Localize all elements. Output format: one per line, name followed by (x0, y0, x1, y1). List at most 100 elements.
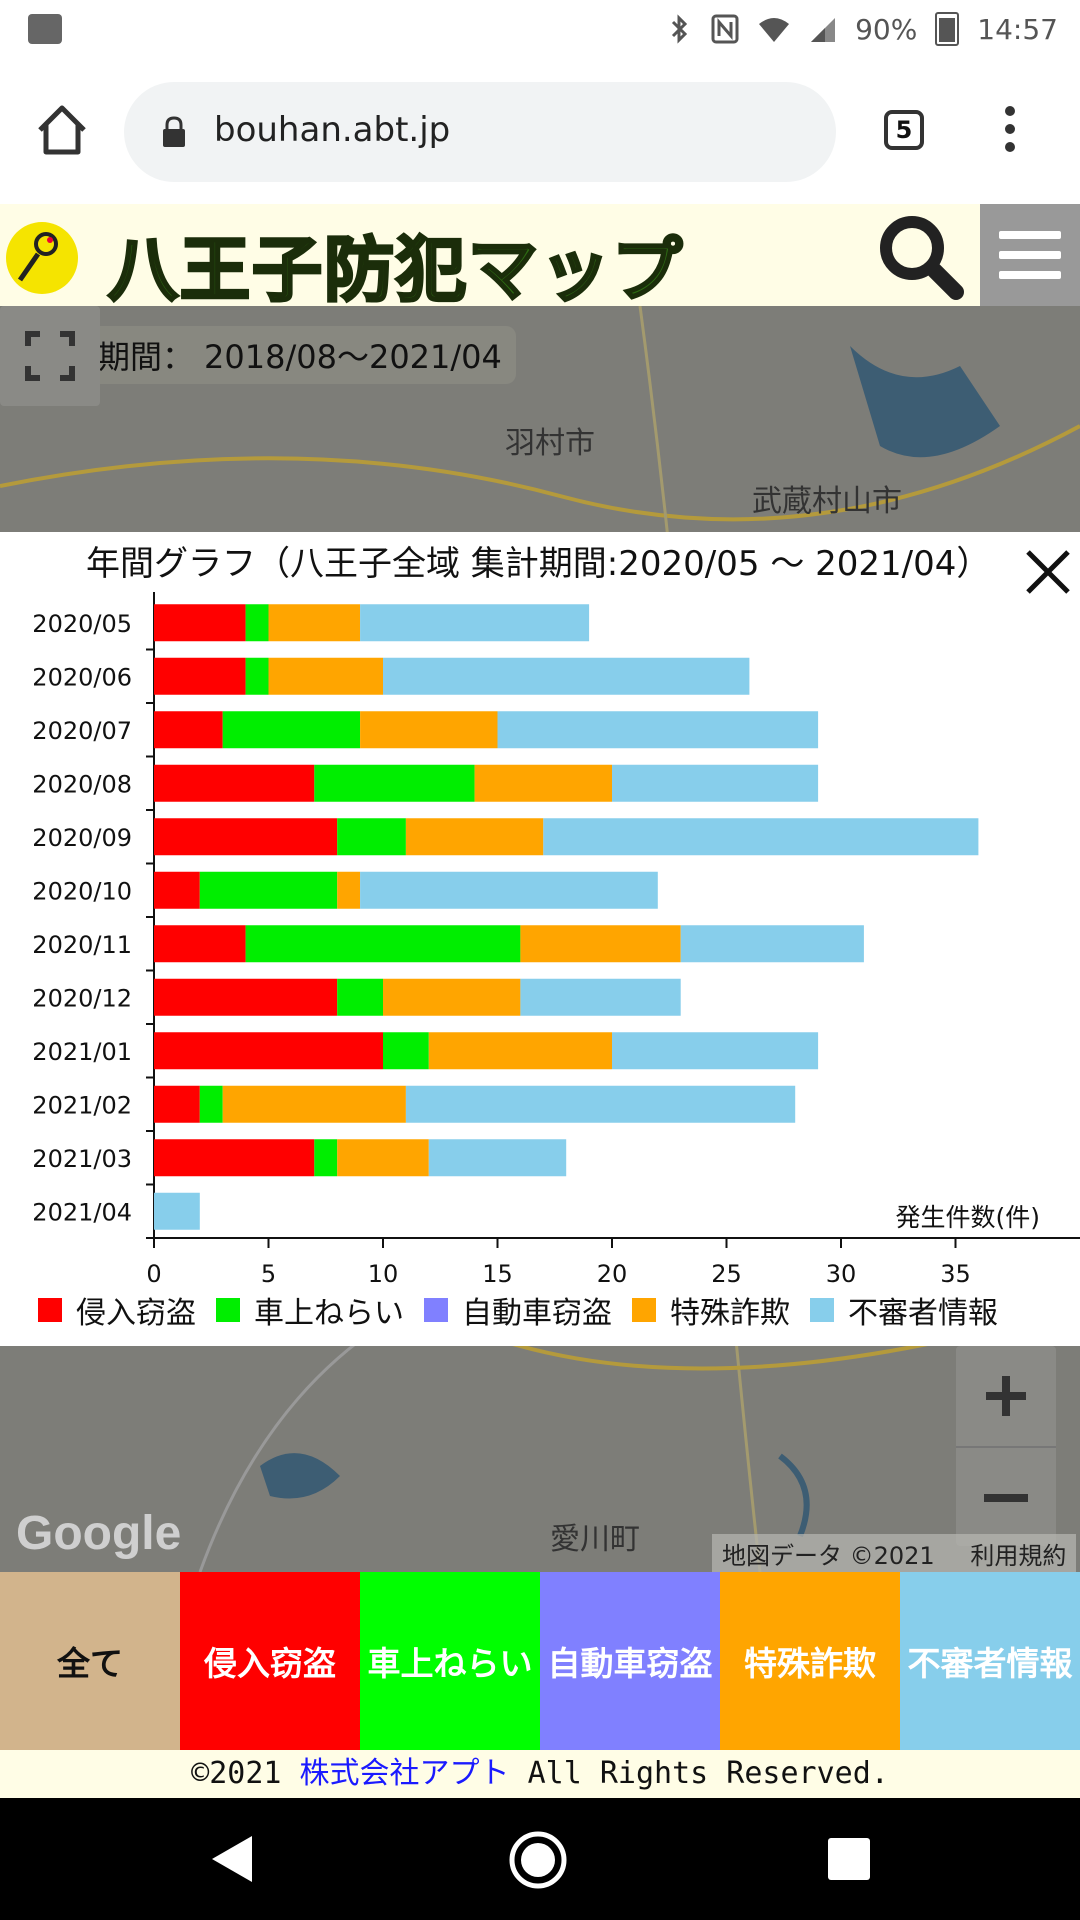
bar-segment (245, 925, 521, 963)
x-tick-label: 10 (368, 1260, 399, 1288)
bar-segment (268, 657, 383, 695)
category-button-4[interactable]: 特殊詐欺 (720, 1572, 900, 1750)
legend-swatch (424, 1298, 448, 1322)
bar-segment (314, 1139, 338, 1177)
terms-link[interactable]: 利用規約 (970, 1542, 1067, 1570)
legend-swatch (810, 1298, 834, 1322)
stacked-bar-chart: 2020/05 2020/06 2020/07 2020/08 2020/09 2020/… (32, 592, 1080, 1288)
bar-segment (612, 764, 819, 802)
y-tick-label: 2020/11 (32, 931, 132, 959)
site-header: 八王子防犯マップ (0, 204, 1080, 313)
x-tick-label: 15 (482, 1260, 513, 1288)
recent-apps-icon[interactable] (828, 1838, 870, 1880)
bar-segment (337, 1139, 429, 1177)
logo-icon[interactable] (2, 210, 90, 298)
bar-segment (405, 1085, 796, 1123)
fullscreen-icon[interactable] (0, 306, 100, 406)
y-tick-label: 2020/09 (32, 824, 132, 852)
bar-segment (154, 1032, 383, 1070)
clock: 14:57 (977, 12, 1058, 46)
bar-segment (222, 1085, 406, 1123)
x-tick-label: 20 (597, 1260, 628, 1288)
bar-segment (154, 657, 246, 695)
bar-segment (428, 1139, 567, 1177)
bar-segment (337, 871, 361, 909)
y-tick-label: 2021/03 (32, 1145, 132, 1173)
bar-segment (543, 818, 979, 856)
bar-segment (337, 818, 406, 856)
image-notification-icon (28, 14, 62, 44)
bar-segment (154, 1139, 315, 1177)
google-logo: Google (16, 1507, 182, 1560)
y-tick-label: 2020/05 (32, 610, 132, 638)
y-tick-label: 2021/01 (32, 1038, 132, 1066)
map-data-credit: 地図データ ©2021 (722, 1542, 935, 1570)
x-tick-label: 35 (940, 1260, 971, 1288)
legend-item: 特殊詐欺 (632, 1288, 790, 1332)
y-tick-label: 2020/10 (32, 877, 132, 905)
close-icon[interactable] (1020, 544, 1076, 600)
category-button-3[interactable]: 自動車窃盗 (540, 1572, 720, 1750)
rights: All Rights Reserved. (527, 1756, 889, 1791)
x-tick-label: 0 (146, 1260, 161, 1288)
copyright: ©2021 (191, 1756, 282, 1791)
home-nav-icon[interactable] (508, 1830, 568, 1890)
bar-segment (383, 1032, 429, 1070)
url-text: bouhan.abt.jp (214, 110, 451, 150)
bar-segment (337, 978, 383, 1016)
x-axis-label: 発生件数(件) (895, 1203, 1040, 1232)
zoom-out-icon[interactable] (956, 1446, 1056, 1548)
company-link[interactable]: 株式会社アプト (299, 1756, 510, 1791)
map-place-label: 愛川町 (550, 1522, 640, 1557)
tab-switcher-button[interactable]: 5 (884, 110, 924, 150)
home-icon[interactable] (34, 102, 90, 158)
signal-icon (811, 18, 836, 42)
browser-menu-icon[interactable] (1000, 106, 1020, 158)
bar-segment (154, 818, 338, 856)
bar-segment (154, 978, 338, 1016)
y-tick-label: 2020/08 (32, 770, 132, 798)
legend-item: 自動車窃盗 (424, 1288, 612, 1332)
legend-label: 自動車窃盗 (462, 1296, 612, 1331)
category-button-1[interactable]: 侵入窃盗 (180, 1572, 360, 1750)
bar-segment (154, 925, 246, 963)
status-icons: 90% 14:57 (665, 12, 1058, 46)
battery-icon (935, 12, 960, 46)
bar-segment (199, 1085, 223, 1123)
category-filter-bar: 全て 侵入窃盗 車上ねらい 自動車窃盗 特殊詐欺 不審者情報 (0, 1572, 1080, 1750)
category-button-0[interactable]: 全て (0, 1572, 180, 1750)
battery-percent: 90% (855, 12, 918, 46)
bar-segment (154, 604, 246, 642)
chart-legend: 侵入窃盗 車上ねらい 自動車窃盗 特殊詐欺 不審者情報 (38, 1288, 998, 1332)
bar-segment (360, 711, 498, 749)
back-icon[interactable] (208, 1834, 256, 1884)
bar-segment (428, 1032, 612, 1070)
x-tick-label: 25 (711, 1260, 742, 1288)
legend-label: 車上ねらい (254, 1296, 404, 1331)
legend-swatch (38, 1298, 62, 1322)
bar-segment (383, 978, 521, 1016)
y-tick-label: 2020/06 (32, 663, 132, 691)
zoom-in-icon[interactable] (956, 1346, 1056, 1446)
bar-segment (154, 764, 315, 802)
legend-label: 特殊詐欺 (670, 1296, 790, 1331)
legend-item: 車上ねらい (216, 1288, 404, 1332)
hamburger-menu-icon[interactable] (980, 204, 1080, 306)
category-button-2[interactable]: 車上ねらい (360, 1572, 540, 1750)
bar-segment (405, 818, 544, 856)
category-button-5[interactable]: 不審者情報 (900, 1572, 1080, 1750)
bar-segment (245, 604, 269, 642)
zoom-controls (956, 1346, 1056, 1546)
chart-title: 年間グラフ（八王子全域 集計期間:2020/05 ～ 2021/04） (86, 544, 991, 584)
y-tick-label: 2020/07 (32, 717, 132, 745)
legend-item: 不審者情報 (810, 1288, 998, 1332)
site-title[interactable]: 八王子防犯マップ (107, 228, 684, 313)
bar-segment (680, 925, 864, 963)
wifi-icon (759, 18, 790, 42)
bar-segment (497, 711, 819, 749)
y-tick-label: 2021/02 (32, 1091, 132, 1119)
address-bar[interactable]: bouhan.abt.jp (124, 82, 836, 182)
search-icon[interactable] (872, 210, 968, 302)
map-place-label: 羽村市 (505, 426, 595, 461)
bar-segment (199, 871, 338, 909)
